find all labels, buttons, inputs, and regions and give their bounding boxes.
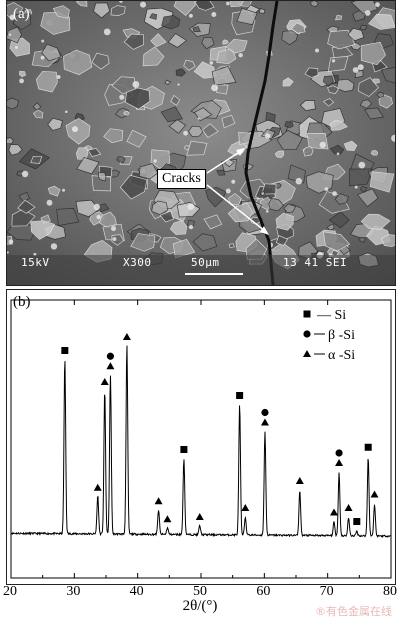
sem-info-bar [7, 255, 395, 285]
xrd-chart: — Si β -Si α -Si [10, 299, 392, 579]
peak-marker-si [180, 446, 188, 453]
x-tick-label: 50 [193, 584, 207, 599]
x-axis-title: 2θ/(°) [182, 598, 218, 614]
x-tick-label: 40 [129, 584, 144, 599]
legend-label: β -Si [328, 328, 355, 343]
peak-marker-alpha-si [100, 378, 109, 385]
peak-marker-alpha-si [335, 459, 344, 466]
legend-marker-triangle [303, 350, 311, 357]
peak-marker-alpha-si [241, 504, 250, 511]
sem-crystal-texture [7, 1, 395, 270]
peak-markers [61, 310, 379, 525]
legend-label: — Si [316, 308, 346, 323]
sem-scale-bar-label: 50μm [191, 256, 220, 269]
xrd-pattern-line [10, 345, 392, 539]
sem-voltage: 15kV [21, 256, 50, 269]
peak-marker-beta-si [106, 352, 115, 360]
legend-marker-square [303, 310, 311, 318]
legend: — Si β -Si α -Si [314, 308, 355, 363]
peak-marker-alpha-si [195, 513, 204, 520]
peak-marker-alpha-si [93, 483, 102, 491]
peak-marker-beta-si [335, 449, 343, 457]
peak-marker-alpha-si [163, 515, 172, 523]
peak-marker-alpha-si [295, 477, 304, 484]
sem-micrograph-panel: (a) Cracks 15kV X300 50μm 13 41 SEI [6, 0, 396, 286]
peak-marker-alpha-si [154, 497, 163, 505]
peak-marker-si [236, 392, 244, 399]
peak-marker-si [353, 518, 361, 525]
peak-marker-si [364, 443, 372, 451]
peak-marker-alpha-si [370, 490, 379, 498]
x-tick-label: 80 [383, 584, 397, 599]
x-tick-label: 20 [3, 584, 17, 599]
x-tick-label: 60 [256, 584, 271, 599]
x-tick-label: 70 [319, 584, 334, 599]
xrd-chart-panel: — Si β -Si α -Si (b) [6, 289, 396, 585]
panel-b-label: (b) [13, 294, 31, 310]
peak-marker-alpha-si [106, 362, 115, 370]
peak-marker-alpha-si [330, 508, 338, 516]
peak-marker-alpha-si [122, 333, 131, 340]
peak-marker-si [61, 347, 69, 354]
panel-a-label: (a) [13, 6, 30, 22]
peak-marker-alpha-si [344, 504, 353, 511]
legend-label: α -Si [328, 348, 355, 363]
sem-magnification: X300 [123, 256, 152, 269]
legend-marker-circle [303, 330, 311, 338]
crack-arrows [206, 148, 269, 235]
cracks-annotation: Cracks [157, 169, 206, 189]
x-tick-label: 30 [66, 584, 81, 599]
peak-marker-alpha-si [260, 418, 269, 426]
watermark: ®有色金属在线 [315, 605, 392, 618]
sem-micrograph-image [7, 1, 395, 285]
sem-image-code: 13 41 SEI [283, 256, 348, 269]
crack-line [244, 1, 279, 285]
x-axis-ticks [10, 300, 392, 578]
peak-marker-beta-si [261, 408, 269, 417]
